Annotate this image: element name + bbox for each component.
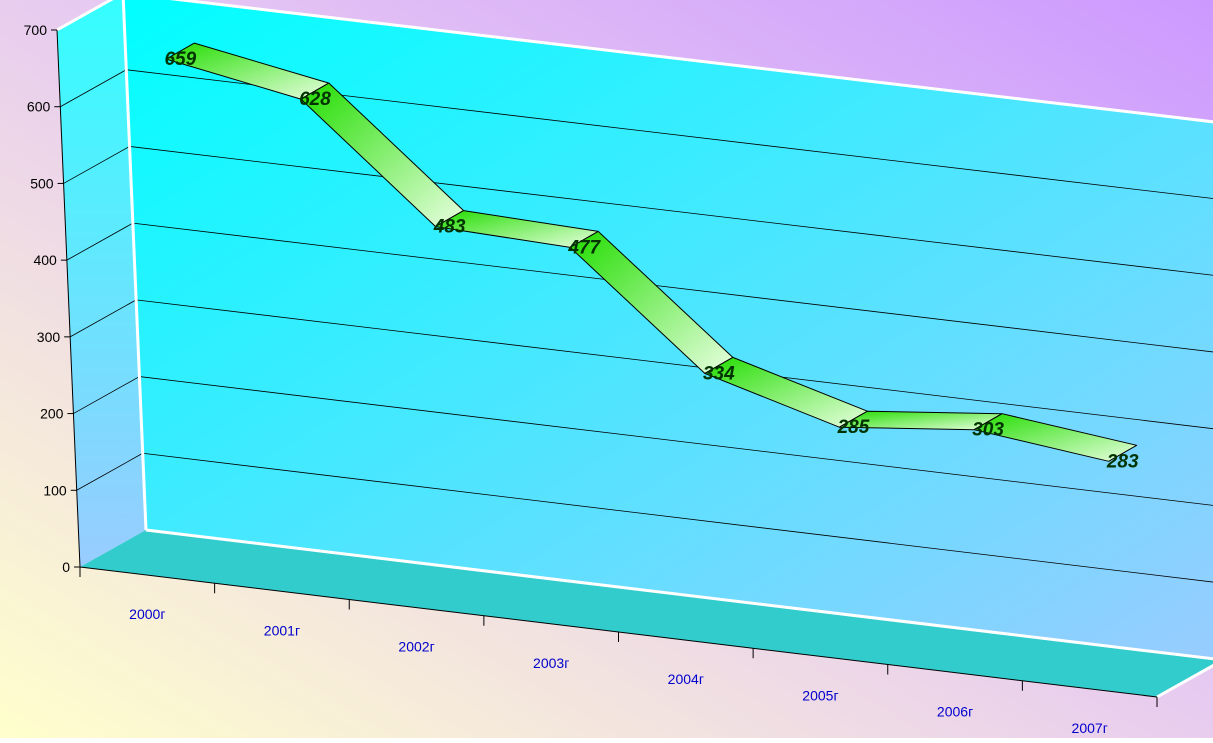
frame-edge	[56, 0, 114, 32]
y-tick-label: 600	[27, 99, 51, 115]
side-grid-line	[66, 222, 134, 261]
y-tick-label: 0	[62, 559, 70, 575]
data-label: 659	[164, 49, 196, 70]
frame-edge	[145, 528, 1213, 661]
back-grid-line	[139, 376, 1213, 506]
y-tick-label: 700	[24, 22, 48, 38]
data-label: 483	[433, 217, 466, 238]
ribbon-segment	[973, 413, 1138, 462]
back-grid-line	[132, 222, 1213, 353]
frame-edge	[1156, 663, 1213, 699]
x-tick-label: 2003г	[533, 655, 569, 671]
side-grid-line	[73, 376, 140, 414]
back-grid-line	[129, 146, 1213, 276]
data-label: 303	[972, 420, 1004, 441]
side-grid-line	[69, 299, 137, 338]
data-label: 477	[567, 237, 601, 258]
side-grid-line	[76, 452, 143, 491]
y-tick-label: 400	[33, 252, 57, 268]
floor	[80, 530, 1213, 697]
x-tick-label: 2007г	[1072, 720, 1108, 736]
side-wall	[57, 0, 146, 567]
y-tick-label: 100	[43, 482, 67, 498]
x-tick-label: 2000г	[129, 606, 165, 622]
x-tick-label: 2005г	[802, 687, 838, 703]
y-axis-line	[56, 29, 81, 568]
x-tick-label: 2002г	[398, 639, 434, 655]
back-grid-line	[136, 299, 1213, 430]
y-tick-label: 500	[30, 175, 54, 191]
back-grid-line	[142, 452, 1213, 583]
x-tick-label: 2006г	[937, 704, 973, 720]
x-tick-label: 2001г	[264, 622, 300, 638]
y-axis: 0 100 200 300 400 500 600 700	[24, 22, 81, 575]
frame-edge	[169, 0, 1213, 124]
side-grid-line	[60, 69, 127, 108]
y-tick-label: 200	[40, 406, 64, 422]
plot-frame	[56, 0, 1213, 699]
data-label: 628	[299, 89, 331, 110]
data-labels: 659 628 483 477 334 285 303 283	[164, 49, 1139, 472]
data-label: 334	[703, 363, 735, 384]
series-ribbon	[165, 42, 1138, 462]
data-label: 285	[837, 417, 870, 438]
x-axis: 2000г 2001г 2002г 2003г 2004г 2005г 2006г 2007г	[79, 566, 1158, 736]
frame-edge	[121, 0, 148, 531]
data-label: 283	[1106, 451, 1139, 472]
y-tick-label: 300	[37, 329, 61, 345]
x-tick-label: 2004г	[668, 671, 704, 687]
side-grid-line	[63, 146, 130, 184]
